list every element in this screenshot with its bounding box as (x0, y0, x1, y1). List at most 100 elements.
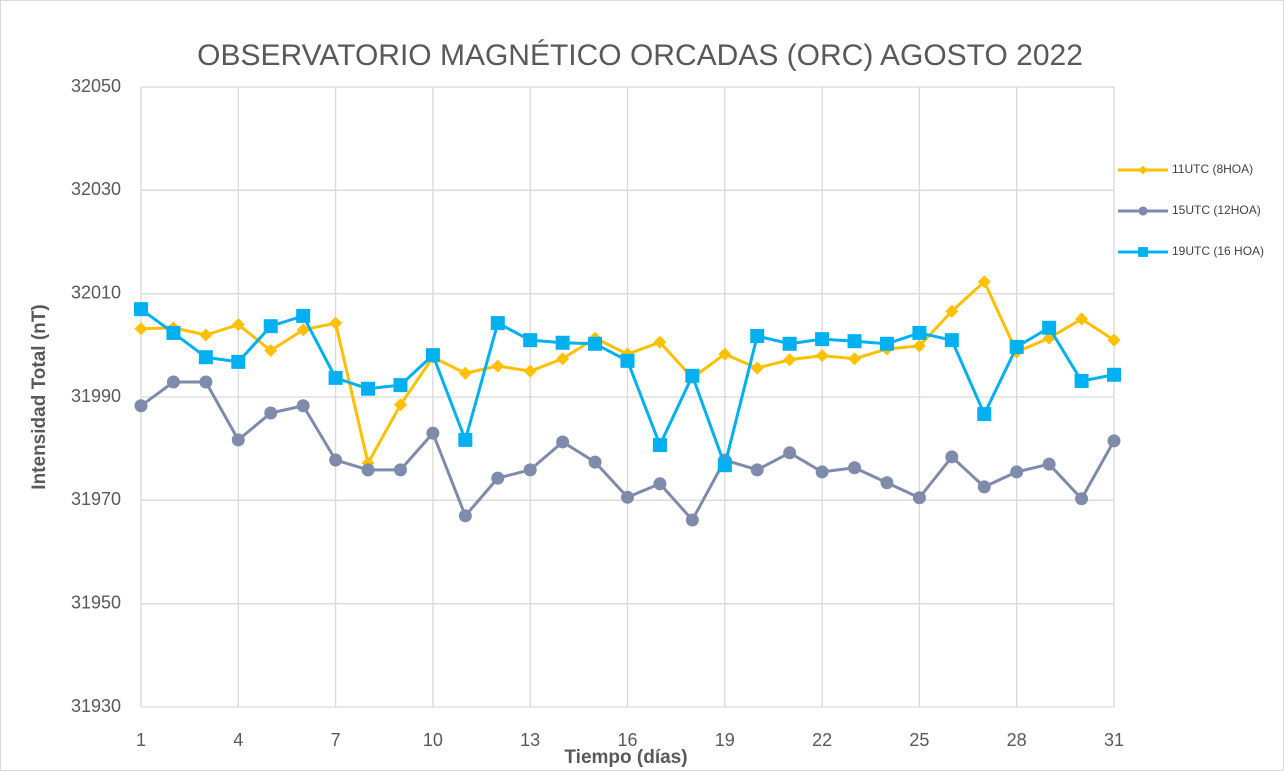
marker (912, 491, 926, 505)
marker (296, 399, 310, 413)
y-tick-label: 31970 (71, 489, 121, 509)
x-tick-label: 10 (423, 730, 443, 750)
marker (750, 361, 764, 375)
marker (621, 490, 634, 504)
marker (912, 325, 927, 340)
marker (328, 370, 343, 385)
marker (425, 348, 440, 363)
marker (750, 329, 765, 344)
marker (458, 366, 472, 380)
marker (653, 335, 667, 349)
marker (231, 318, 245, 332)
y-tick-label: 32030 (71, 179, 121, 199)
marker (718, 347, 732, 361)
marker (555, 335, 570, 350)
marker (815, 332, 830, 347)
marker (717, 458, 732, 473)
marker (523, 463, 537, 477)
marker (782, 336, 797, 351)
marker (426, 426, 440, 440)
marker (977, 480, 991, 494)
marker (523, 333, 538, 348)
x-tick-label: 25 (909, 730, 929, 750)
marker (848, 461, 862, 475)
x-tick-label: 4 (233, 730, 243, 750)
marker (199, 328, 213, 342)
marker (1107, 333, 1121, 347)
marker (556, 352, 570, 366)
marker (393, 463, 407, 477)
x-tick-label: 1 (136, 730, 146, 750)
x-tick-label: 22 (812, 730, 832, 750)
marker (134, 322, 148, 336)
marker (264, 344, 278, 357)
marker (231, 354, 246, 369)
marker (912, 339, 926, 353)
x-tick-label: 7 (331, 730, 341, 750)
marker (491, 471, 505, 485)
marker (556, 435, 570, 449)
marker (945, 450, 959, 464)
marker (198, 350, 213, 365)
marker (296, 323, 310, 337)
marker (1009, 339, 1024, 354)
marker (329, 453, 343, 467)
y-tick-label: 31950 (71, 592, 121, 612)
marker (264, 406, 278, 420)
marker (523, 364, 537, 378)
marker (1010, 465, 1024, 479)
marker (166, 375, 180, 389)
marker (1042, 457, 1056, 471)
marker (361, 381, 376, 396)
marker (231, 433, 245, 447)
marker (458, 432, 473, 447)
x-tick-label: 28 (1007, 730, 1027, 750)
marker (1075, 492, 1089, 506)
marker (393, 378, 408, 393)
marker (685, 368, 700, 383)
x-tick-label: 13 (520, 730, 540, 750)
marker (945, 304, 959, 318)
x-tick-label: 16 (617, 730, 637, 750)
marker (685, 513, 699, 527)
marker (847, 334, 862, 349)
marker (588, 336, 603, 351)
legend-label: 19UTC (16 HOA) (1172, 244, 1264, 258)
marker (1074, 373, 1089, 388)
marker (944, 333, 959, 348)
marker (490, 316, 505, 331)
marker (329, 316, 343, 330)
marker (458, 509, 472, 523)
marker (1075, 312, 1089, 326)
marker (750, 463, 764, 477)
x-tick-label: 31 (1104, 730, 1124, 750)
marker (1042, 320, 1057, 335)
marker (588, 455, 602, 469)
chart-title: OBSERVATORIO MAGNÉTICO ORCADAS (ORC) AGO… (197, 39, 1083, 72)
marker (653, 477, 667, 491)
marker (199, 375, 213, 389)
legend-label: 15UTC (12HOA) (1172, 203, 1261, 217)
marker (815, 465, 829, 479)
marker (263, 319, 278, 334)
marker (977, 407, 992, 422)
marker (393, 398, 407, 412)
y-tick-label: 32010 (71, 282, 121, 302)
marker (296, 308, 311, 323)
legend-marker (1138, 247, 1148, 257)
marker (848, 352, 862, 366)
marker (361, 463, 375, 477)
marker (783, 446, 797, 460)
y-tick-label: 32050 (71, 76, 121, 96)
x-axis-label: Tiempo (días) (564, 747, 687, 768)
marker (491, 359, 505, 373)
marker (620, 353, 635, 368)
marker (880, 476, 894, 490)
marker (1107, 434, 1121, 448)
marker (783, 353, 797, 367)
y-tick-label: 31990 (71, 386, 121, 406)
marker (134, 399, 148, 413)
legend-marker (1138, 206, 1148, 216)
marker (879, 336, 894, 351)
